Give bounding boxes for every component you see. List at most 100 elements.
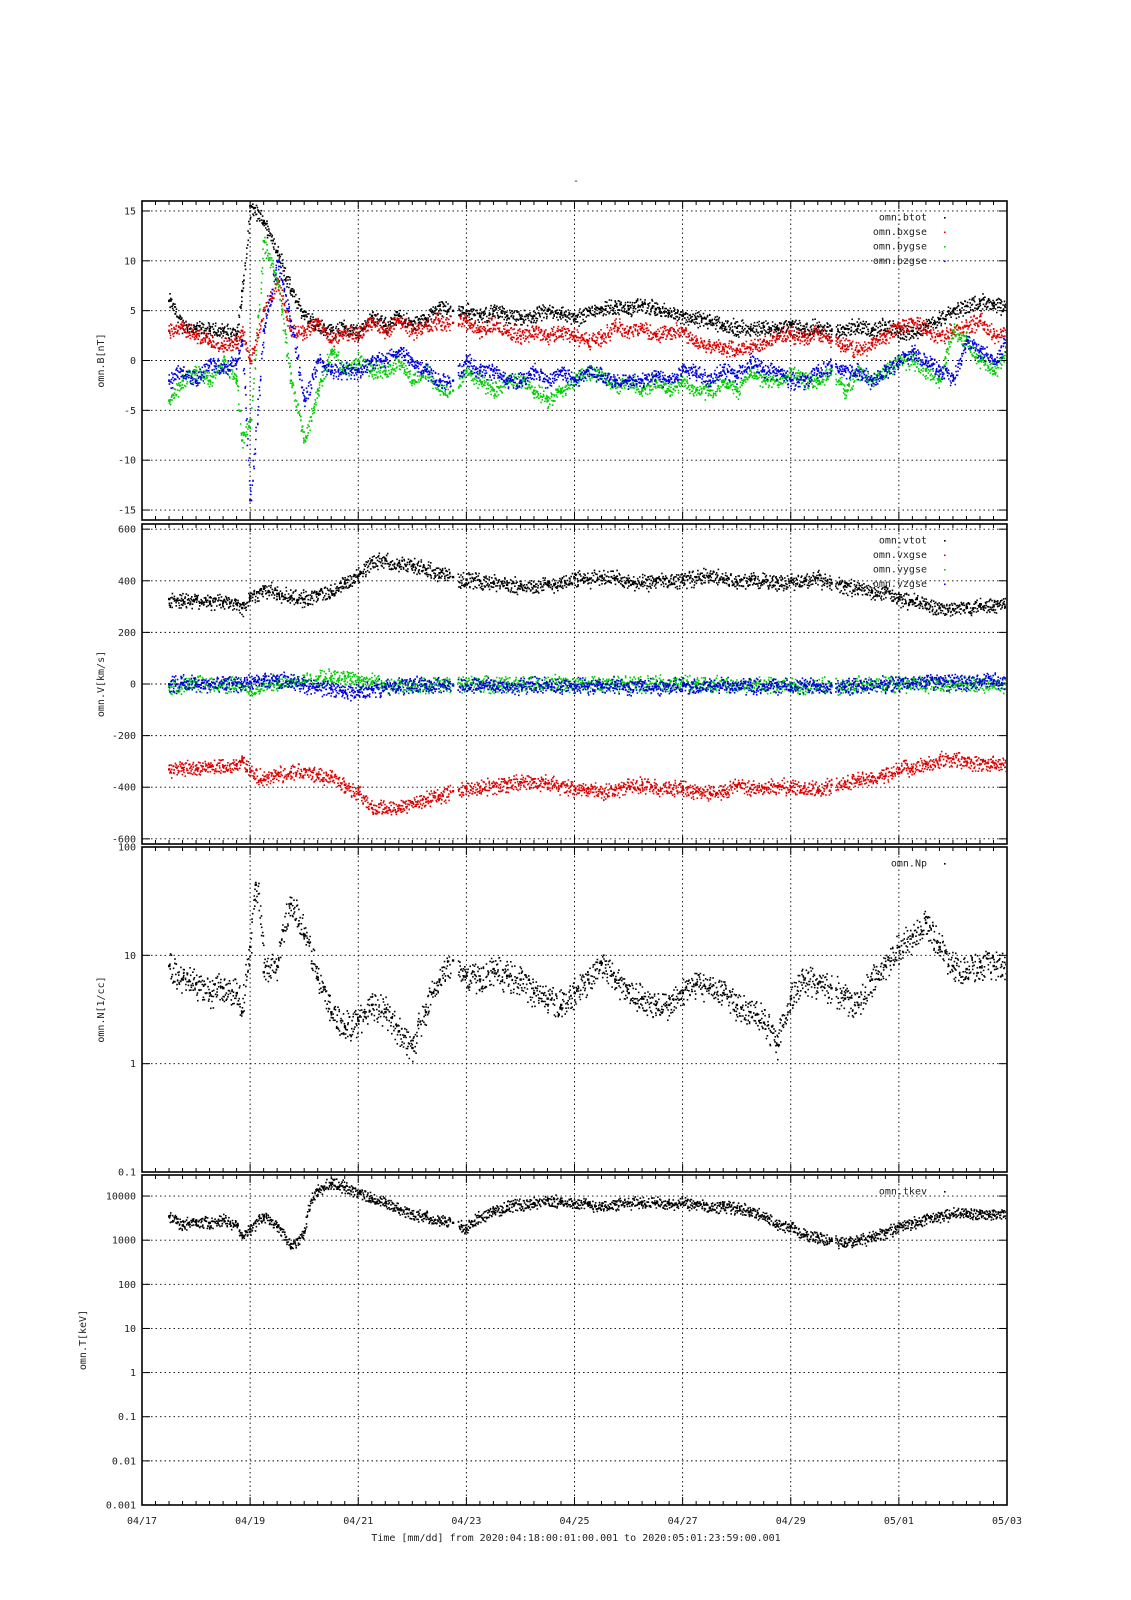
data-point bbox=[316, 324, 320, 328]
data-point bbox=[241, 606, 244, 610]
data-point bbox=[668, 379, 671, 382]
data-point bbox=[424, 317, 428, 321]
data-point bbox=[654, 685, 657, 688]
data-point bbox=[789, 685, 793, 688]
data-point bbox=[614, 1203, 617, 1206]
data-point bbox=[843, 327, 847, 330]
data-point bbox=[384, 324, 387, 328]
data-point bbox=[843, 369, 847, 372]
legend-marker bbox=[944, 583, 946, 586]
data-point bbox=[262, 683, 266, 686]
data-point bbox=[438, 379, 441, 382]
data-point bbox=[884, 334, 887, 337]
data-point bbox=[911, 1221, 914, 1225]
data-point bbox=[614, 379, 617, 382]
data-point bbox=[411, 564, 414, 567]
legend-marker bbox=[944, 1191, 946, 1193]
legend-marker bbox=[944, 217, 946, 219]
data-point bbox=[816, 331, 820, 334]
data-point bbox=[803, 685, 806, 688]
data-point bbox=[614, 304, 617, 308]
data-point bbox=[330, 590, 333, 593]
y-tick-label: 10000 bbox=[106, 1192, 136, 1203]
legend-marker bbox=[944, 246, 946, 248]
data-point bbox=[438, 683, 441, 686]
data-point bbox=[600, 791, 603, 794]
data-point bbox=[870, 341, 874, 344]
data-point bbox=[195, 327, 198, 330]
data-point bbox=[749, 787, 752, 790]
data-point bbox=[222, 683, 225, 686]
data-point bbox=[181, 369, 184, 372]
data-point bbox=[451, 389, 455, 392]
data-point bbox=[532, 1201, 536, 1205]
y-tick-label: 100 bbox=[118, 843, 136, 854]
data-point bbox=[587, 787, 590, 790]
data-point bbox=[641, 684, 644, 687]
data-point bbox=[789, 369, 793, 372]
data-point bbox=[262, 971, 266, 974]
data-point bbox=[830, 684, 833, 687]
data-point bbox=[762, 369, 766, 372]
data-point bbox=[208, 339, 211, 342]
y-tick-label: 15 bbox=[124, 206, 136, 217]
data-point bbox=[938, 680, 941, 683]
data-point bbox=[668, 684, 671, 687]
data-point bbox=[722, 379, 725, 382]
data-point bbox=[924, 1218, 928, 1221]
data-point bbox=[843, 1241, 847, 1244]
data-point bbox=[654, 333, 657, 336]
data-point bbox=[316, 319, 320, 323]
data-point bbox=[330, 329, 333, 332]
data-point bbox=[695, 685, 698, 688]
data-point bbox=[330, 349, 333, 352]
data-point bbox=[830, 364, 833, 367]
data-point bbox=[749, 346, 752, 349]
data-point bbox=[357, 690, 360, 694]
data-point bbox=[951, 608, 955, 611]
data-point bbox=[343, 582, 347, 585]
data-point bbox=[803, 684, 806, 687]
data-point bbox=[316, 1188, 320, 1192]
y-tick-label: -15 bbox=[118, 506, 136, 517]
data-point bbox=[978, 680, 982, 683]
data-point bbox=[276, 259, 279, 263]
data-point bbox=[600, 683, 603, 686]
data-point bbox=[289, 319, 293, 323]
data-point bbox=[776, 334, 779, 337]
data-point bbox=[681, 578, 685, 581]
x-tick-label: 04/23 bbox=[451, 1516, 481, 1527]
data-point bbox=[289, 289, 293, 293]
data-point bbox=[924, 680, 928, 683]
data-point bbox=[241, 289, 244, 293]
data-point bbox=[195, 768, 198, 771]
data-point bbox=[343, 690, 347, 694]
data-point bbox=[803, 579, 806, 583]
y-axis-label: omn.N[1/cc] bbox=[96, 976, 107, 1042]
data-point bbox=[397, 1208, 401, 1211]
data-point bbox=[519, 684, 522, 687]
data-point bbox=[789, 379, 793, 382]
data-point bbox=[195, 1219, 198, 1222]
legend-entry: omn.bxgse bbox=[873, 227, 927, 238]
y-tick-label: 0.1 bbox=[118, 1412, 136, 1423]
data-point bbox=[992, 1213, 995, 1217]
data-point bbox=[843, 684, 847, 687]
data-point bbox=[370, 1197, 374, 1200]
data-point bbox=[411, 329, 414, 332]
data-point bbox=[762, 379, 766, 382]
data-point bbox=[911, 359, 914, 362]
panel-frame bbox=[141, 1174, 1008, 1506]
data-point bbox=[668, 311, 671, 315]
data-point bbox=[803, 335, 806, 338]
data-point bbox=[289, 680, 293, 683]
data-point bbox=[438, 793, 441, 797]
data-point bbox=[343, 675, 347, 678]
data-point bbox=[924, 763, 928, 766]
data-point bbox=[384, 329, 387, 332]
data-point bbox=[722, 346, 725, 349]
data-point bbox=[614, 684, 617, 687]
data-point bbox=[870, 978, 874, 981]
data-point bbox=[478, 329, 482, 332]
data-point bbox=[195, 683, 198, 686]
